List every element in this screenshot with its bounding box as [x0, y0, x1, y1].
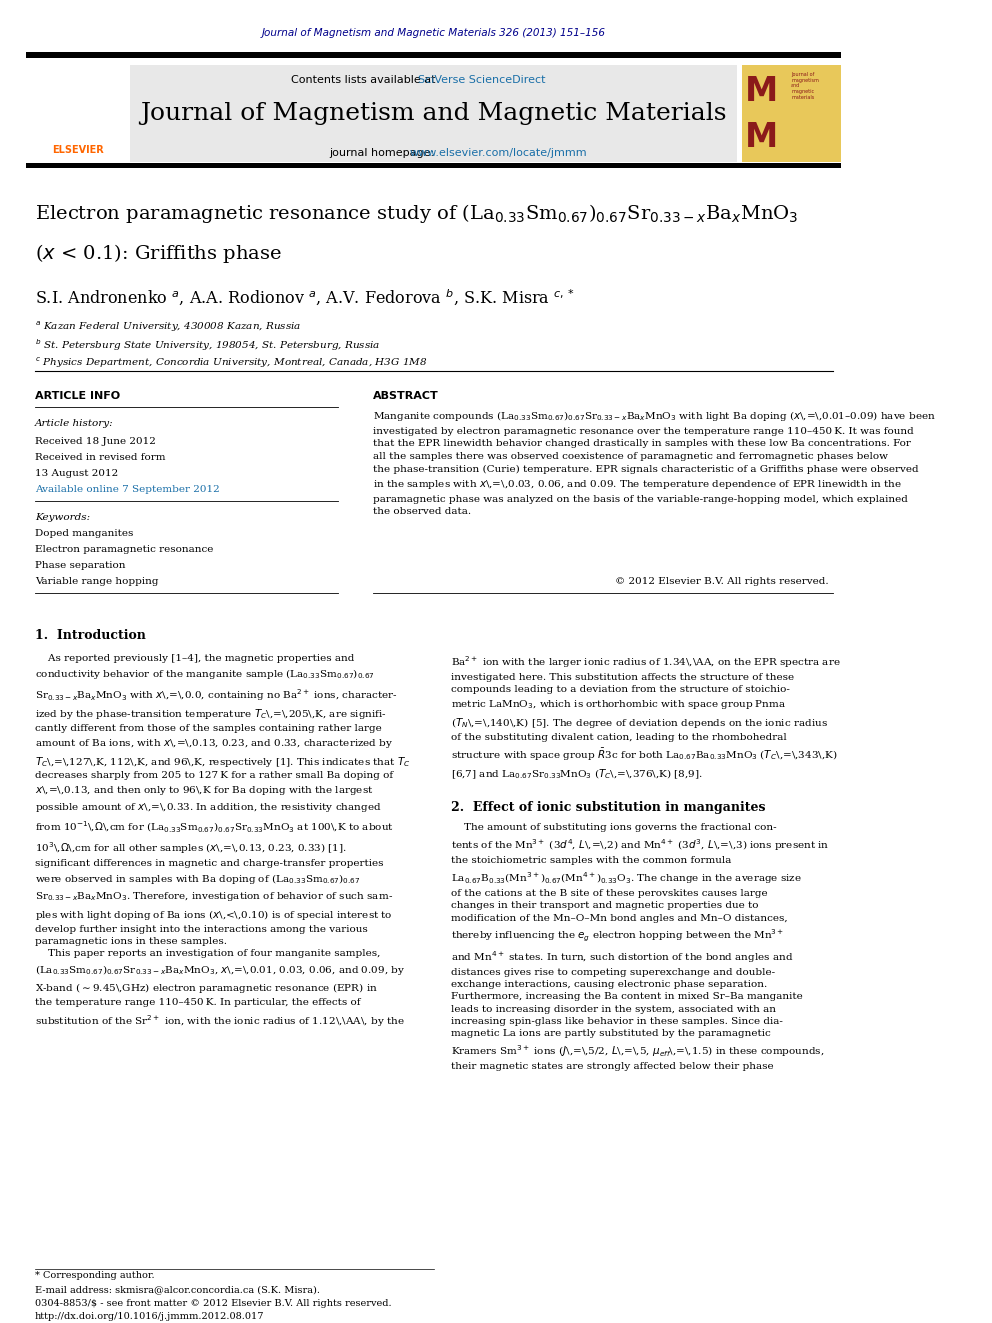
Text: S.I. Andronenko $^a$, A.A. Rodionov $^a$, A.V. Fedorova $^b$, S.K. Misra $^{c,*}: S.I. Andronenko $^a$, A.A. Rodionov $^a$…	[35, 287, 574, 307]
Text: Electron paramagnetic resonance study of (La$_{0.33}$Sm$_{0.67}$)$_{0.67}$Sr$_{0: Electron paramagnetic resonance study of…	[35, 201, 799, 225]
Text: ELSEVIER: ELSEVIER	[53, 144, 104, 155]
Text: $^a$ Kazan Federal University, 430008 Kazan, Russia: $^a$ Kazan Federal University, 430008 Ka…	[35, 319, 301, 333]
Text: * Corresponding author.: * Corresponding author.	[35, 1271, 155, 1281]
Text: decreases sharply from 205 to 127 K for a rather small Ba doping of
$x$\,=\,0.13: decreases sharply from 205 to 127 K for …	[35, 771, 405, 1028]
Text: © 2012 Elsevier B.V. All rights reserved.: © 2012 Elsevier B.V. All rights reserved…	[615, 577, 828, 586]
Bar	[742, 65, 841, 161]
Text: Electron paramagnetic resonance: Electron paramagnetic resonance	[35, 545, 213, 554]
Bar	[26, 53, 841, 58]
Text: As reported previously [1–4], the magnetic properties and
conductivity behavior : As reported previously [1–4], the magnet…	[35, 654, 411, 769]
Text: ABSTRACT: ABSTRACT	[373, 392, 438, 401]
Text: Phase separation: Phase separation	[35, 561, 125, 570]
Text: Received 18 June 2012: Received 18 June 2012	[35, 438, 156, 446]
Text: 0304-8853/$ - see front matter © 2012 Elsevier B.V. All rights reserved.: 0304-8853/$ - see front matter © 2012 El…	[35, 1299, 391, 1308]
Text: 2.  Effect of ionic substitution in manganites: 2. Effect of ionic substitution in manga…	[451, 800, 766, 814]
Text: Article history:: Article history:	[35, 419, 113, 429]
Text: M: M	[745, 122, 779, 155]
Bar	[26, 66, 130, 160]
Text: Manganite compounds (La$_{0.33}$Sm$_{0.67}$)$_{0.67}$Sr$_{0.33-x}$Ba$_x$MnO$_3$ : Manganite compounds (La$_{0.33}$Sm$_{0.6…	[373, 409, 935, 516]
Text: journal homepage:: journal homepage:	[329, 148, 438, 157]
Text: Contents lists available at: Contents lists available at	[291, 75, 438, 85]
Text: SciVerse ScienceDirect: SciVerse ScienceDirect	[418, 75, 546, 85]
Text: Received in revised form: Received in revised form	[35, 454, 166, 462]
Bar	[130, 65, 737, 161]
Text: http://dx.doi.org/10.1016/j.jmmm.2012.08.017: http://dx.doi.org/10.1016/j.jmmm.2012.08…	[35, 1312, 264, 1320]
Text: The amount of substituting ions governs the fractional con-
tents of the Mn$^{3+: The amount of substituting ions governs …	[451, 823, 829, 1072]
Text: ($x$ < 0.1): Griffiths phase: ($x$ < 0.1): Griffiths phase	[35, 242, 282, 265]
Bar	[26, 163, 841, 168]
Text: Journal of Magnetism and Magnetic Materials: Journal of Magnetism and Magnetic Materi…	[141, 102, 727, 124]
Text: www.elsevier.com/locate/jmmm: www.elsevier.com/locate/jmmm	[410, 148, 587, 157]
Text: 1.  Introduction: 1. Introduction	[35, 628, 146, 642]
Text: Journal of
magnetism
and
magnetic
materials: Journal of magnetism and magnetic materi…	[791, 71, 819, 101]
Text: Available online 7 September 2012: Available online 7 September 2012	[35, 486, 219, 495]
Text: E-mail address: skmisra@alcor.concordia.ca (S.K. Misra).: E-mail address: skmisra@alcor.concordia.…	[35, 1285, 319, 1294]
Text: Doped manganites: Doped manganites	[35, 529, 133, 538]
Text: $^b$ St. Petersburg State University, 198054, St. Petersburg, Russia: $^b$ St. Petersburg State University, 19…	[35, 337, 380, 353]
Text: Variable range hopping: Variable range hopping	[35, 577, 158, 586]
Text: ARTICLE INFO: ARTICLE INFO	[35, 392, 120, 401]
Text: Journal of Magnetism and Magnetic Materials 326 (2013) 151–156: Journal of Magnetism and Magnetic Materi…	[262, 28, 606, 38]
Text: 13 August 2012: 13 August 2012	[35, 470, 118, 479]
Text: $^c$ Physics Department, Concordia University, Montreal, Canada, H3G 1M8: $^c$ Physics Department, Concordia Unive…	[35, 356, 428, 370]
Text: Keywords:: Keywords:	[35, 513, 90, 523]
Text: Ba$^{2+}$ ion with the larger ionic radius of 1.34\,\AA, on the EPR spectra are
: Ba$^{2+}$ ion with the larger ionic radi…	[451, 654, 840, 782]
Text: M: M	[745, 75, 779, 108]
